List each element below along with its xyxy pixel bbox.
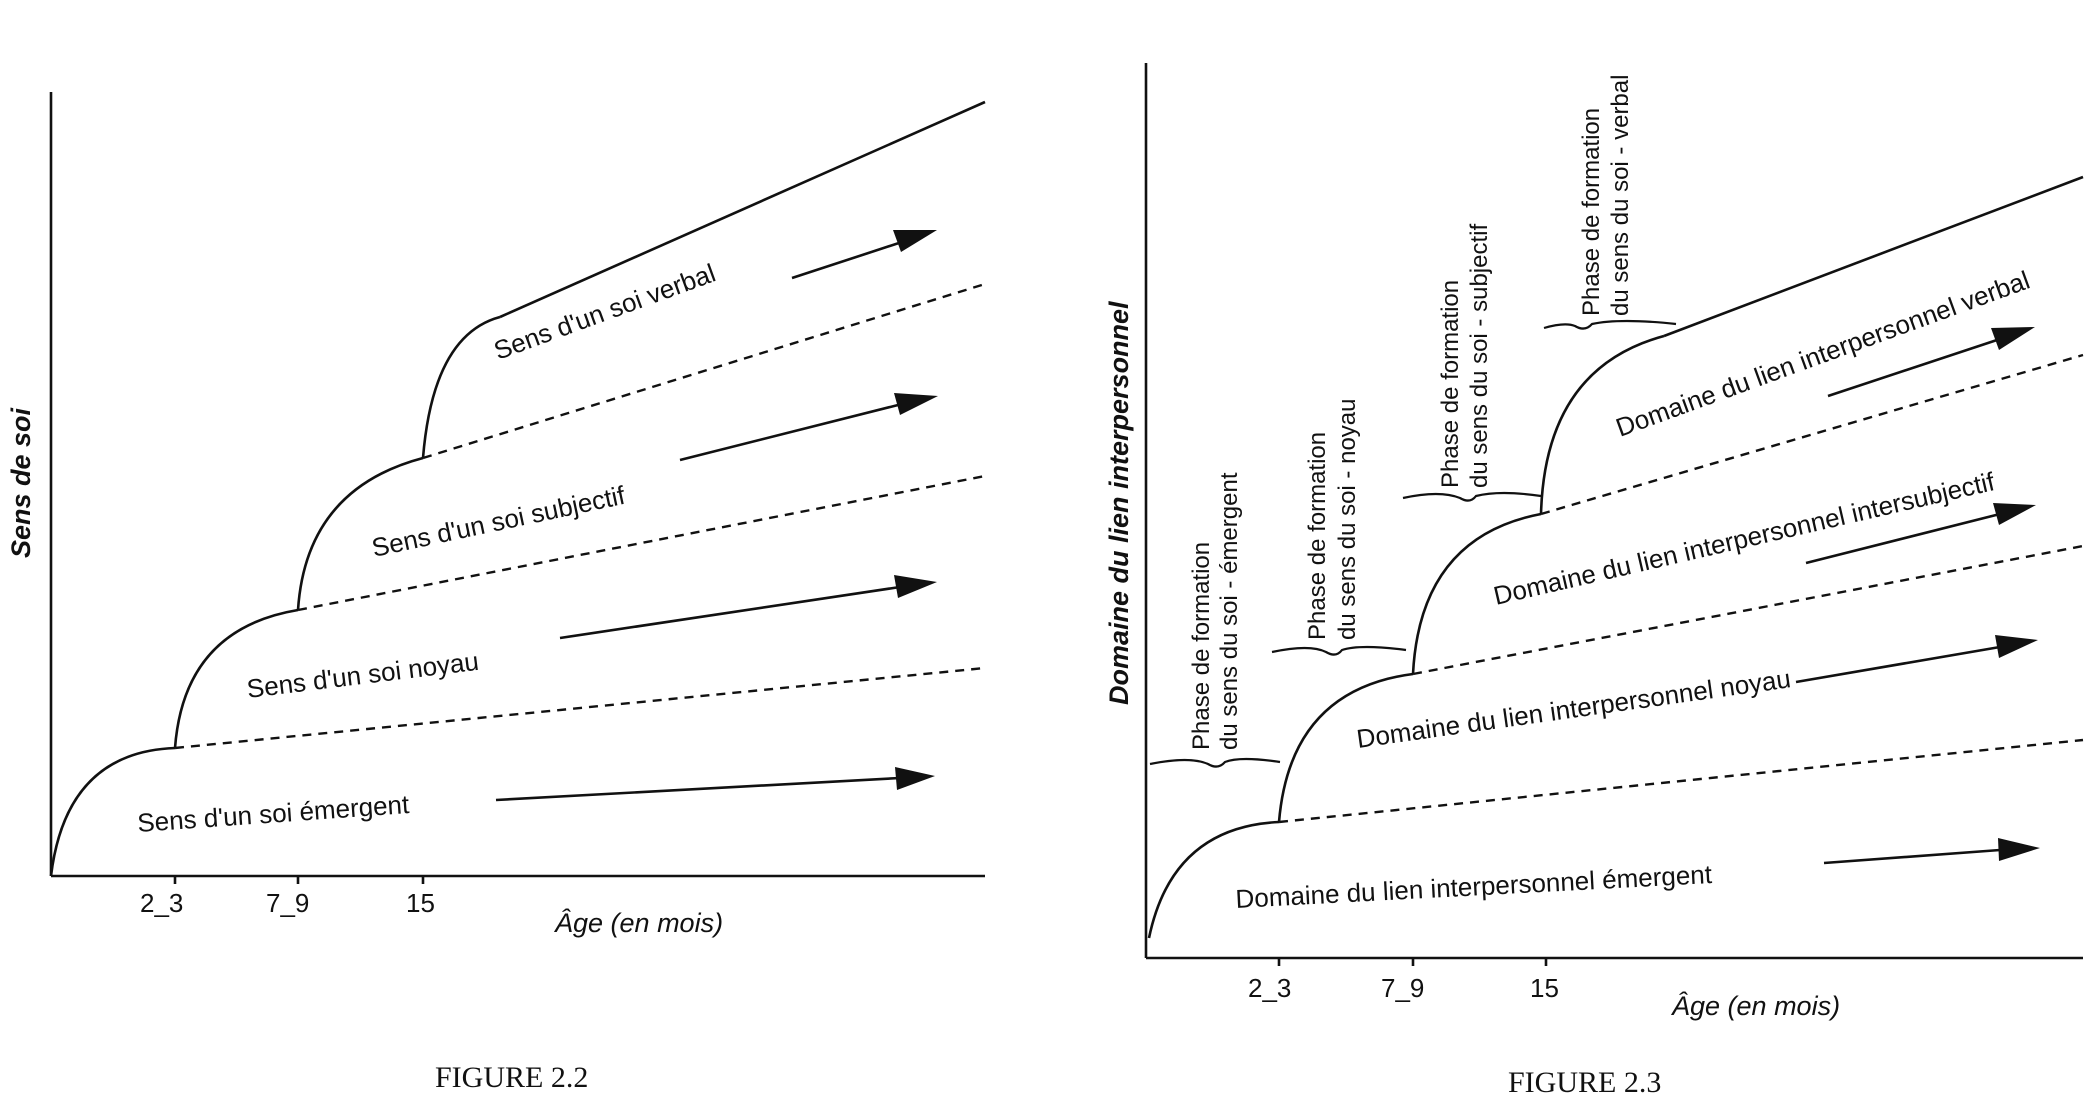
phase-label-line-1: Phase de formation xyxy=(1578,108,1605,316)
tick-label-2-3: 2_3 xyxy=(1248,973,1291,1003)
dashed-boundary xyxy=(1278,738,2084,824)
subjectif-curve xyxy=(296,456,424,611)
x-axis-title: Âge (en mois) xyxy=(553,907,723,938)
intersubjectif-curve xyxy=(1411,512,1542,675)
verbal-curve xyxy=(421,315,501,459)
arrow-emergent xyxy=(495,767,935,802)
phase-label-line-1: Phase de formation xyxy=(1437,280,1464,488)
tick-label-7-9: 7_9 xyxy=(1381,973,1424,1003)
verbal-curve xyxy=(1539,334,1665,515)
phase-brace-verbal xyxy=(1543,319,1677,330)
figure-caption: FIGURE 2.2 xyxy=(435,1061,588,1094)
arrow-verbal xyxy=(791,230,937,280)
dashed-boundary xyxy=(422,282,986,460)
arrow-verbal xyxy=(1827,327,2035,398)
band-label-subjectif: Sens d'un soi subjectif xyxy=(369,480,628,563)
band-label-verbal: Sens d'un soi verbal xyxy=(490,258,720,366)
phase-label-emergent: Phase de formation du sens du soi - émer… xyxy=(1188,472,1243,750)
y-axis-title: Domaine du lien interpersonnel xyxy=(1104,301,1134,705)
tick-label-2-3: 2_3 xyxy=(140,888,183,918)
x-axis-title: Âge (en mois) xyxy=(1670,990,1840,1021)
phase-label-line-2: du sens du soi - verbal xyxy=(1607,75,1634,316)
dashed-boundary xyxy=(174,666,986,750)
band-label-noyau: Sens d'un soi noyau xyxy=(245,646,480,704)
tick-label-15: 15 xyxy=(406,888,435,918)
phase-label-verbal: Phase de formation du sens du soi - verb… xyxy=(1578,75,1634,316)
top-boundary-line xyxy=(499,100,986,319)
band-label-verbal: Domaine du lien interpersonnel verbal xyxy=(1612,265,2034,443)
phase-label-subjectif: Phase de formation du sens du soi - subj… xyxy=(1437,224,1493,488)
phase-label-noyau: Phase de formation du sens du soi - noya… xyxy=(1304,399,1361,641)
phase-label-line-2: du sens du soi - émergent xyxy=(1216,472,1243,750)
emergent-curve xyxy=(1147,820,1280,939)
dashed-boundary xyxy=(297,474,986,612)
noyau-curve xyxy=(1277,672,1414,823)
top-boundary-line xyxy=(1663,175,2084,338)
phase-label-line-2: du sens du soi - subjectif xyxy=(1466,224,1493,488)
y-axis-title: Sens de soi xyxy=(6,407,36,558)
band-label-intersubjectif: Domaine du lien interpersonnel intersubj… xyxy=(1491,466,1998,611)
band-label-emergent: Sens d'un soi émergent xyxy=(136,789,411,838)
figure-caption: FIGURE 2.3 xyxy=(1508,1066,1661,1099)
dashed-boundary xyxy=(1540,353,2084,516)
arrow-noyau xyxy=(1795,635,2038,684)
figure-2-2: Sens d'un soi émergent Sens d'un soi noy… xyxy=(6,92,986,1094)
band-label-emergent: Domaine du lien interpersonnel émergent xyxy=(1235,859,1714,914)
arrow-subjectif xyxy=(679,393,938,462)
phase-brace-subjectif xyxy=(1402,491,1542,502)
band-label-noyau: Domaine du lien interpersonnel noyau xyxy=(1355,663,1793,754)
phase-brace-noyau xyxy=(1271,645,1407,656)
dashed-boundary xyxy=(1412,544,2084,676)
arrow-noyau xyxy=(559,575,937,640)
emergent-curve xyxy=(49,746,176,877)
figure-2-3: Phase de formation du sens du soi - émer… xyxy=(1104,63,2084,1099)
arrow-emergent xyxy=(1823,838,2040,865)
noyau-curve xyxy=(173,608,299,749)
phase-brace-emergent xyxy=(1149,757,1281,768)
phase-label-line-1: Phase de formation xyxy=(1304,432,1331,640)
tick-label-7-9: 7_9 xyxy=(266,888,309,918)
phase-label-line-2: du sens du soi - noyau xyxy=(1334,399,1361,641)
tick-label-15: 15 xyxy=(1530,973,1559,1003)
phase-label-line-1: Phase de formation xyxy=(1188,542,1215,750)
arrow-intersubjectif xyxy=(1805,503,2036,565)
